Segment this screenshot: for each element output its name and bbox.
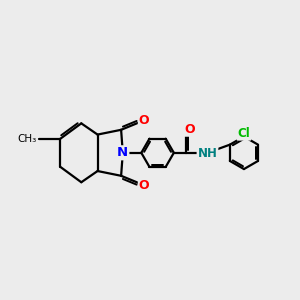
Text: O: O — [139, 114, 149, 127]
Text: NH: NH — [197, 147, 218, 160]
Text: CH₃: CH₃ — [17, 134, 36, 144]
Text: O: O — [139, 179, 149, 192]
Text: O: O — [184, 123, 195, 136]
Text: Cl: Cl — [238, 127, 250, 140]
Text: N: N — [117, 146, 128, 159]
